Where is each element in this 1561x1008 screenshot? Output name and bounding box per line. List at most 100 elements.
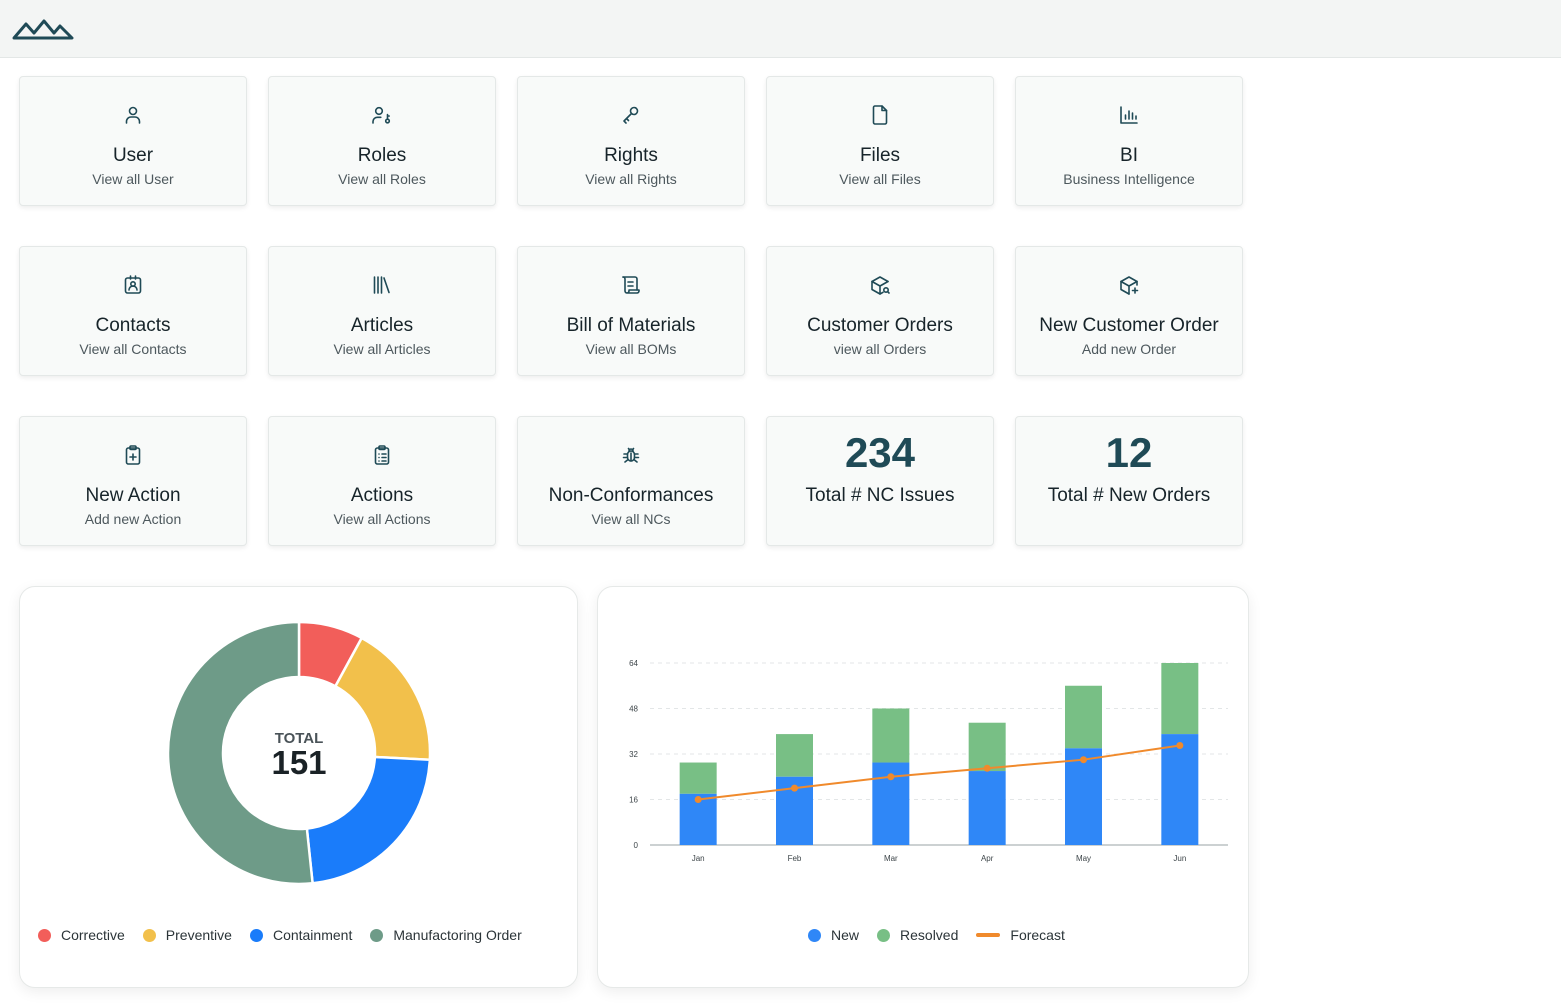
tile-title: User: [112, 145, 154, 166]
tile-roles[interactable]: Roles View all Roles: [268, 76, 496, 206]
tile-title: Rights: [604, 145, 658, 166]
tile-non-conformances[interactable]: Non-Conformances View all NCs: [517, 416, 745, 546]
forecast-point[interactable]: [1176, 741, 1184, 749]
tile-rights[interactable]: Rights View all Rights: [517, 76, 745, 206]
tile-subtitle: View all Articles: [333, 341, 431, 357]
tile-subtitle: View all Actions: [333, 511, 431, 527]
scroll-icon: [619, 273, 643, 297]
tile-subtitle: Add new Order: [1081, 341, 1177, 357]
user-icon: [121, 103, 145, 127]
y-tick-label: 16: [629, 796, 638, 805]
tile-articles[interactable]: Articles View all Articles: [268, 246, 496, 376]
bar-chart-icon: [1117, 103, 1141, 127]
stat-label: Total # NC Issues: [805, 485, 955, 506]
package-search-icon: [868, 273, 892, 297]
legend-label: Corrective: [61, 927, 125, 943]
tile-title: Files: [859, 145, 901, 166]
tile-contacts[interactable]: Contacts View all Contacts: [19, 246, 247, 376]
tile-actions[interactable]: Actions View all Actions: [268, 416, 496, 546]
mountains-logo-icon[interactable]: [12, 16, 74, 42]
forecast-point[interactable]: [1080, 756, 1087, 764]
file-icon: [868, 103, 892, 127]
stat-tile-total-nc-issues[interactable]: 234 Total # NC Issues: [766, 416, 994, 546]
legend-label: Preventive: [165, 927, 232, 943]
legend-label: Resolved: [900, 927, 959, 943]
legend-preventive[interactable]: Preventive: [142, 927, 232, 943]
tile-files[interactable]: Files View all Files: [766, 76, 994, 206]
legend-swatch: [877, 928, 891, 942]
key-icon: [619, 103, 643, 127]
tile-bill-of-materials[interactable]: Bill of Materials View all BOMs: [517, 246, 745, 376]
bar-new-jun[interactable]: [1161, 734, 1199, 845]
clipboard-list-icon: [370, 443, 394, 467]
tile-bi[interactable]: BI Business Intelligence: [1015, 76, 1243, 206]
tile-title: Bill of Materials: [566, 315, 696, 336]
legend-containment[interactable]: Containment: [249, 927, 353, 943]
bar-resolved-apr[interactable]: [968, 722, 1006, 772]
forecast-point[interactable]: [887, 773, 895, 781]
stat-value: 12: [1105, 429, 1153, 476]
bar-resolved-mar[interactable]: [872, 708, 910, 763]
stat-label: Total # New Orders: [1047, 485, 1211, 506]
tile-customer-orders[interactable]: Customer Orders view all Orders: [766, 246, 994, 376]
tile-title: BI: [1120, 145, 1138, 166]
bar-new-may[interactable]: [1065, 748, 1102, 845]
y-tick-label: 0: [634, 841, 639, 850]
tile-new-action[interactable]: New Action Add new Action: [19, 416, 247, 546]
x-tick-label: Jun: [1173, 854, 1186, 863]
tile-title: New Action: [85, 485, 181, 506]
legend-swatch: [976, 933, 1001, 937]
bar-legend: New Resolved Forecast: [808, 927, 1083, 943]
tile-title: Roles: [357, 145, 407, 166]
legend-corrective[interactable]: Corrective: [38, 927, 125, 943]
x-tick-label: Feb: [788, 854, 802, 863]
tile-subtitle: View all Rights: [585, 171, 677, 187]
x-tick-label: Mar: [884, 854, 898, 863]
legend-resolved[interactable]: Resolved: [877, 927, 958, 943]
x-tick-label: Apr: [981, 854, 994, 863]
tile-subtitle: View all Roles: [338, 171, 426, 187]
tile-subtitle: Add new Action: [84, 511, 182, 527]
orders-bar-chart-card: 0 16 32 48 64 Jan Feb Mar Apr May Jun New Resolved F…: [597, 586, 1249, 988]
legend-label: Forecast: [1010, 927, 1065, 943]
legend-swatch: [808, 928, 821, 942]
legend-label: Containment: [272, 927, 353, 943]
bug-icon: [619, 443, 643, 467]
legend-new[interactable]: New: [808, 927, 859, 943]
bar-resolved-feb[interactable]: [776, 734, 813, 777]
legend-label: New: [831, 927, 860, 943]
tile-title: Non-Conformances: [548, 485, 714, 506]
donut-legend: Corrective Preventive Containment Manufacto…: [38, 927, 540, 943]
tile-subtitle: View all Files: [839, 171, 921, 187]
tile-user[interactable]: User View all User: [19, 76, 247, 206]
tile-subtitle: Business Intelligence: [1063, 171, 1195, 187]
clipboard-plus-icon: [121, 443, 145, 467]
forecast-line: [698, 744, 1180, 801]
bar-resolved-jun[interactable]: [1161, 663, 1199, 735]
forecast-point[interactable]: [983, 764, 991, 772]
forecast-point[interactable]: [694, 796, 702, 803]
bar-resolved-may[interactable]: [1065, 685, 1102, 749]
donut-slice-containment[interactable]: [305, 755, 432, 885]
donut-slice-manufactoring-order[interactable]: [166, 620, 314, 886]
bar-resolved-jan[interactable]: [679, 762, 717, 794]
tile-subtitle: View all User: [92, 171, 174, 187]
legend-label: Manufactoring Order: [393, 927, 522, 943]
y-tick-label: 48: [629, 705, 638, 714]
legend-swatch: [249, 928, 263, 942]
y-tick-label: 64: [629, 659, 638, 668]
bar-new-apr[interactable]: [968, 771, 1006, 845]
tile-title: Actions: [350, 485, 414, 506]
stacked-bar-chart: 0 16 32 48 64 Jan Feb Mar Apr May Jun: [629, 659, 1228, 863]
tile-title: New Customer Order: [1039, 315, 1219, 336]
forecast-point[interactable]: [791, 784, 798, 792]
stat-tile-total-new-orders[interactable]: 12 Total # New Orders: [1015, 416, 1243, 546]
legend-manufactoring-order[interactable]: Manufactoring Order: [370, 927, 522, 943]
legend-swatch: [370, 928, 384, 942]
tile-new-customer-order[interactable]: New Customer Order Add new Order: [1015, 246, 1243, 376]
legend-forecast[interactable]: Forecast: [976, 927, 1065, 943]
x-tick-label: May: [1076, 854, 1091, 863]
legend-swatch: [38, 928, 51, 942]
tile-subtitle: View all NCs: [591, 511, 671, 527]
